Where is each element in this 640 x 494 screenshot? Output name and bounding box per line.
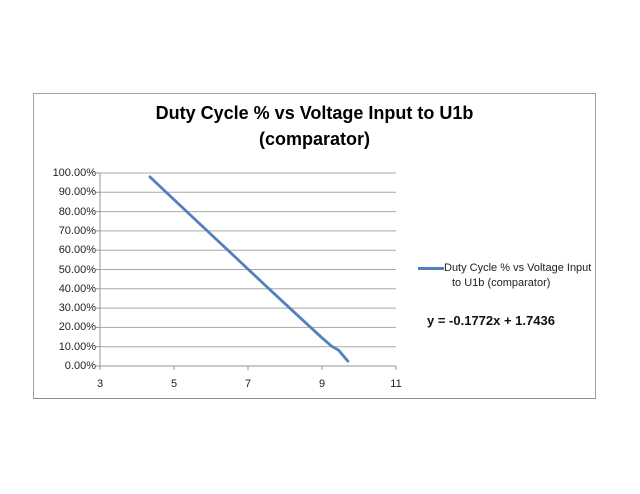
x-tick-label: 3	[96, 378, 104, 390]
y-tick-label: 50.00%	[58, 263, 96, 276]
legend-label-line2: to U1b (comparator)	[452, 277, 551, 289]
plot-area	[96, 172, 397, 370]
legend-label-line1: Duty Cycle % vs Voltage Input	[444, 262, 592, 274]
trendline-equation: y = -0.1772x + 1.7436	[427, 313, 555, 328]
y-tick-label: 30.00%	[58, 302, 96, 315]
legend-label: Duty Cycle % vs Voltage Input to U1b (co…	[444, 261, 591, 291]
x-axis-labels: 3 5 7 9 11	[97, 377, 402, 391]
y-tick-label: 0.00%	[64, 360, 96, 372]
legend: Duty Cycle % vs Voltage Input to U1b (co…	[418, 261, 591, 291]
x-tick-label: 9	[318, 378, 326, 390]
legend-line-marker-icon	[418, 267, 444, 270]
y-tick-label: 20.00%	[58, 321, 96, 334]
y-tick-label: 70.00%	[58, 224, 96, 237]
y-tick-label: 10.00%	[58, 340, 96, 353]
x-tick-label: 11	[390, 378, 402, 390]
chart-title-line2: (comparator)	[258, 129, 370, 149]
chart-title: Duty Cycle % vs Voltage Input to U1b (co…	[34, 100, 595, 152]
y-tick-label: 100.00%	[52, 167, 96, 179]
y-tick-label: 80.00%	[58, 205, 96, 218]
x-tick-label: 7	[244, 378, 252, 390]
y-axis-labels: 100.00% 90.00% 80.00% 70.00% 60.00% 50.00% 40.…	[36, 167, 96, 372]
x-tick-label: 5	[170, 378, 178, 390]
y-tick-label: 40.00%	[58, 282, 96, 295]
y-tick-label: 60.00%	[58, 244, 96, 257]
chart-frame: Duty Cycle % vs Voltage Input to U1b (co…	[33, 93, 596, 399]
y-tick-label: 90.00%	[58, 186, 96, 199]
chart-title-line1: Duty Cycle % vs Voltage Input to U1b	[155, 103, 474, 123]
series-line	[148, 175, 350, 363]
